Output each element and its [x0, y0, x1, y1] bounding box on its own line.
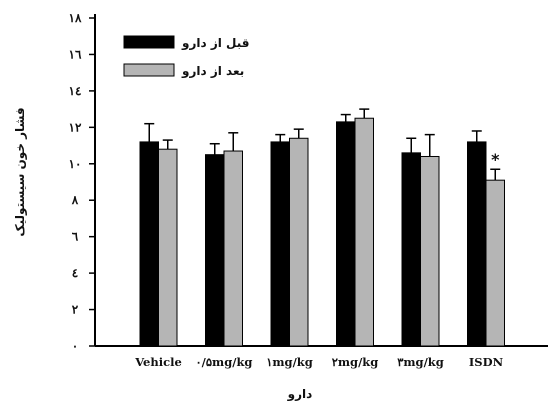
bar-before [336, 121, 356, 347]
y-ticks: ۰ ۲ ٤ ٦ ۸ ۱۰ ۱۲ ۱٤ ۱٦ ۱۸ [69, 11, 95, 353]
legend-swatch-before [123, 35, 175, 49]
y-tick-label: ۱۸ [69, 11, 82, 25]
significance-marker: * [491, 150, 500, 169]
legend-swatch-after [123, 63, 175, 77]
bar-after [354, 117, 374, 347]
x-tick-labels: Vehicle ۰/۵mg/kg ۱mg/kg ۲mg/kg ۳mg/kg ISDN [134, 355, 503, 369]
x-axis-title: دارو [287, 387, 313, 402]
y-tick-label: ۸ [71, 193, 79, 207]
x-tick-label: ۰/۵mg/kg [196, 355, 253, 369]
bar-after [289, 137, 309, 347]
y-tick-label: ۱۲ [69, 120, 82, 134]
y-tick-label: ۱٦ [69, 47, 82, 61]
bar-before [205, 154, 225, 347]
y-tick-label: ۰ [72, 339, 78, 353]
y-tick-label: ٤ [72, 266, 78, 280]
x-tick-label: ۲mg/kg [332, 355, 379, 369]
legend: قبل از دارو بعد از دارو [123, 35, 249, 79]
bar-before [270, 141, 290, 347]
legend-label-after: بعد از دارو [181, 64, 244, 79]
bar-after [223, 150, 243, 347]
bars: * [139, 108, 505, 347]
bar-after [420, 155, 440, 347]
y-tick-label: ۲ [72, 303, 79, 317]
x-tick-label: Vehicle [134, 355, 182, 369]
x-tick-label: ISDN [469, 355, 504, 369]
x-tick-label: ۳mg/kg [397, 355, 444, 369]
legend-label-before: قبل از دارو [181, 36, 249, 51]
bar-after [485, 179, 505, 347]
y-tick-label: ۱۰ [69, 157, 82, 171]
bar-after [158, 148, 178, 347]
y-tick-label: ۱٤ [69, 84, 82, 98]
y-tick-label: ٦ [72, 230, 79, 244]
bar-before [139, 141, 159, 347]
y-axis-title: فشار خون سیستولیک [13, 107, 28, 236]
bar-before [467, 141, 487, 347]
x-tick-label: ۱mg/kg [266, 355, 313, 369]
bar-before [401, 152, 421, 347]
